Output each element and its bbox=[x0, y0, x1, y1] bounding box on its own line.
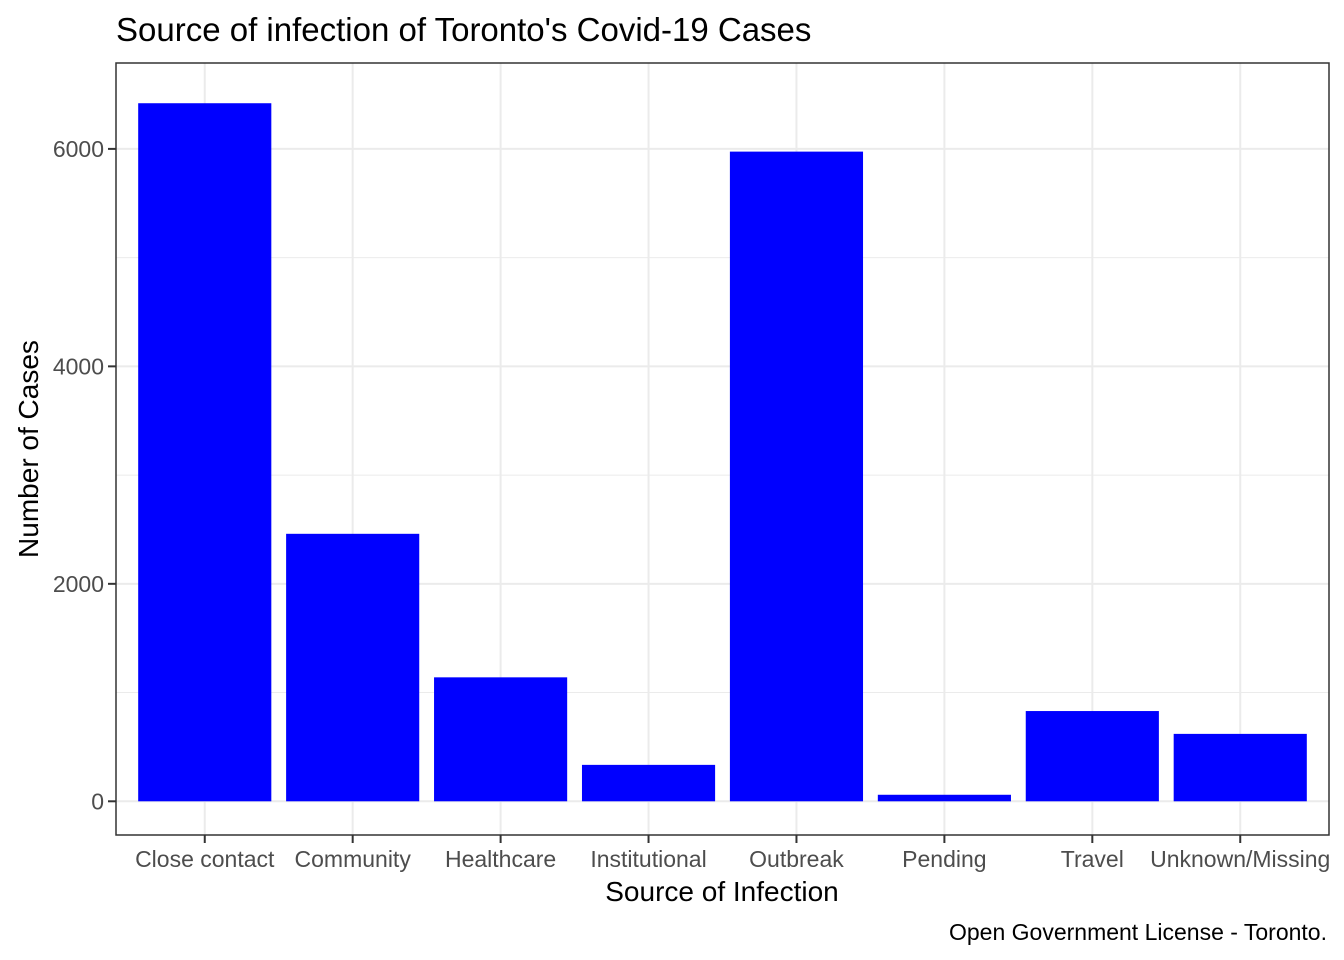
bar bbox=[434, 677, 568, 802]
y-tick-label: 2000 bbox=[53, 571, 104, 597]
x-tick-label: Outbreak bbox=[749, 846, 844, 872]
bar bbox=[286, 533, 420, 802]
x-tick-label: Close contact bbox=[135, 846, 275, 872]
y-tick-label: 4000 bbox=[53, 353, 104, 379]
chart-title: Source of infection of Toronto's Covid-1… bbox=[116, 11, 811, 48]
chart-caption: Open Government License - Toronto. bbox=[949, 919, 1327, 945]
x-tick-label: Pending bbox=[902, 846, 986, 872]
y-axis-title: Number of Cases bbox=[13, 340, 44, 558]
y-tick-label: 6000 bbox=[53, 136, 104, 162]
bar bbox=[581, 764, 716, 802]
x-tick-label: Healthcare bbox=[445, 846, 556, 872]
x-axis-ticks: Close contact Community Healthcare Institut… bbox=[135, 835, 1330, 872]
x-tick-label: Travel bbox=[1061, 846, 1124, 872]
x-tick-label: Community bbox=[295, 846, 412, 872]
bar bbox=[138, 103, 272, 802]
x-tick-label: Unknown/Missing bbox=[1150, 846, 1330, 872]
plot-panel-border bbox=[115, 62, 1330, 836]
bar bbox=[1025, 711, 1159, 802]
x-tick-label: Institutional bbox=[590, 846, 706, 872]
bar bbox=[877, 794, 1011, 802]
y-axis-ticks: 0 2000 4000 6000 bbox=[53, 136, 116, 814]
bar bbox=[729, 151, 864, 802]
bars bbox=[138, 103, 1307, 802]
bar bbox=[1173, 733, 1307, 802]
x-axis-title: Source of Infection bbox=[605, 876, 838, 907]
y-tick-label: 0 bbox=[91, 788, 104, 814]
